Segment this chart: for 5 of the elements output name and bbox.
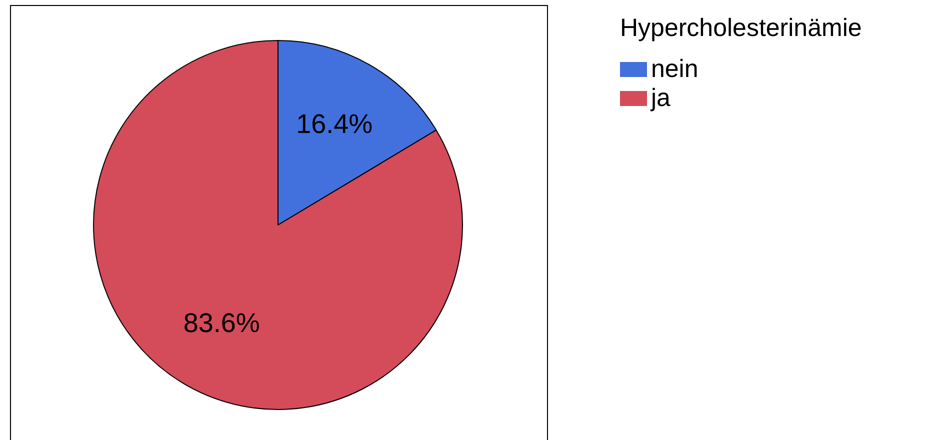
data-label: 16.4% <box>296 108 373 139</box>
data-label: 83.6% <box>183 308 260 338</box>
legend-label: nein <box>651 55 698 84</box>
legend-label: ja <box>651 84 670 113</box>
legend-title: Hypercholesterinämie <box>620 14 862 43</box>
